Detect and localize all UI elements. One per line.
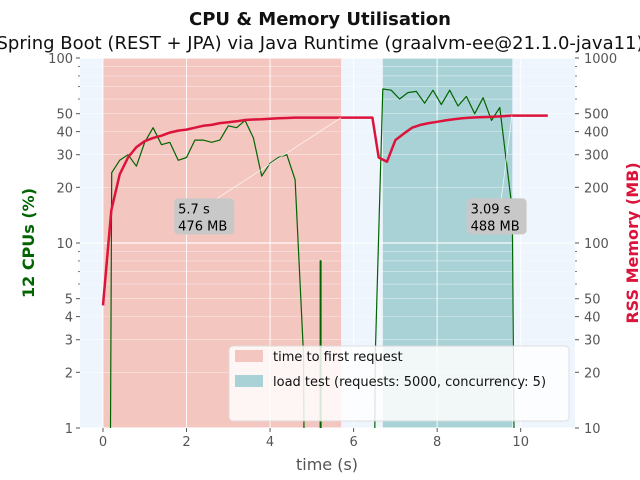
y-left-tick-label: 5 <box>65 293 73 308</box>
memory-line <box>101 114 548 306</box>
chart-subtitle: Spring Boot (REST + JPA) via Java Runtim… <box>0 33 640 54</box>
legend-swatch-1 <box>235 375 263 387</box>
legend-box <box>228 345 570 422</box>
y-left-tick-label: 4 <box>65 311 73 326</box>
annotation-text-0-1: 476 MB <box>178 219 227 234</box>
legend-label-1: load test (requests: 5000, concurrency: … <box>273 375 546 390</box>
x-axis-label: time (s) <box>296 455 358 474</box>
annotation-text-0-0: 5.7 s <box>178 202 210 217</box>
y-right-tick-label: 1000 <box>584 52 617 67</box>
y-left-tick-label: 30 <box>56 149 73 164</box>
y-right-tick-label: 300 <box>584 149 609 164</box>
y-right-tick-label: 400 <box>584 126 609 141</box>
x-tick-label: 10 <box>512 435 529 450</box>
y-left-tick-label: 1 <box>65 422 73 437</box>
y-left-tick-label: 100 <box>48 52 73 67</box>
y-right-tick-label: 10 <box>584 422 601 437</box>
annotation-text-1-1: 488 MB <box>471 219 520 234</box>
y-right-tick-label: 200 <box>584 181 609 196</box>
x-tick-label: 0 <box>99 435 107 450</box>
cpu-line-segment-0 <box>109 119 305 428</box>
y-left-tick-label: 2 <box>65 366 73 381</box>
annotation-arrow-1 <box>500 115 513 205</box>
left-axis-label: 12 CPUs (%) <box>19 188 38 298</box>
y-right-tick-label: 50 <box>584 293 601 308</box>
legend-swatch-0 <box>235 350 263 362</box>
right-axis-label: RSS Memory (MB) <box>623 162 640 323</box>
cpu-line-segment-2 <box>374 88 515 428</box>
y-left-tick-label: 20 <box>56 181 73 196</box>
y-right-tick-label: 30 <box>584 334 601 349</box>
y-left-tick-label: 50 <box>56 108 73 123</box>
x-tick-label: 4 <box>266 435 274 450</box>
annotation-arrow-0 <box>207 117 342 205</box>
chart-title: CPU & Memory Utilisation <box>189 9 451 30</box>
legend-label-0: time to first request <box>273 350 403 365</box>
annotation-box-0 <box>174 198 235 235</box>
y-right-tick-label: 100 <box>584 237 609 252</box>
y-right-tick-label: 500 <box>584 108 609 123</box>
y-left-tick-label: 3 <box>65 334 73 349</box>
x-tick-label: 6 <box>349 435 357 450</box>
y-left-tick-label: 40 <box>56 126 73 141</box>
y-left-tick-label: 10 <box>56 237 73 252</box>
x-tick-label: 8 <box>433 435 441 450</box>
annotation-box-1 <box>466 198 527 235</box>
y-right-tick-label: 20 <box>584 366 601 381</box>
y-right-tick-label: 40 <box>584 311 601 326</box>
x-tick-label: 2 <box>182 435 190 450</box>
annotation-text-1-0: 3.09 s <box>471 202 511 217</box>
